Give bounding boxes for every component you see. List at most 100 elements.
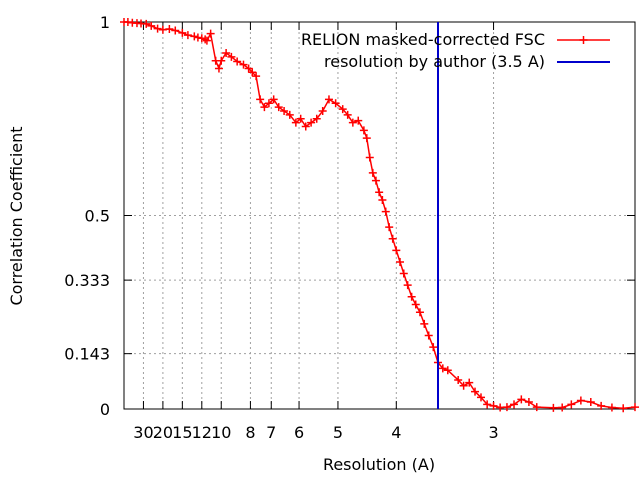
- series-layer: [120, 18, 639, 413]
- fsc-point: [375, 188, 384, 197]
- fsc-point: [338, 105, 347, 114]
- fsc-point: [158, 25, 167, 34]
- x-tick-label: 30: [133, 423, 153, 442]
- fsc-point: [285, 110, 294, 119]
- fsc-point: [524, 398, 533, 407]
- fsc-point: [459, 381, 468, 390]
- fsc-point: [256, 95, 265, 104]
- y-tick-label: 1: [100, 13, 110, 32]
- fsc-point: [496, 403, 505, 412]
- fsc-point: [631, 403, 639, 412]
- fsc-point: [365, 153, 374, 162]
- fsc-point: [296, 114, 305, 123]
- y-tick-label: 0.143: [64, 345, 110, 364]
- fsc-point: [371, 176, 380, 185]
- fsc-point: [307, 118, 316, 127]
- fsc-point: [517, 395, 526, 404]
- x-tick-label: 5: [333, 423, 343, 442]
- fsc-point: [510, 400, 519, 409]
- x-tick-label: 6: [294, 423, 304, 442]
- y-tick-label: 0.5: [85, 207, 110, 226]
- fsc-point: [201, 35, 210, 44]
- fsc-point: [165, 24, 174, 33]
- fsc-point: [388, 234, 397, 243]
- fsc-point: [147, 21, 156, 30]
- fsc-point: [532, 403, 541, 412]
- legend: RELION masked-corrected FSC resolution b…: [301, 30, 610, 71]
- fsc-point: [586, 398, 595, 407]
- y-axis-title: Correlation Coefficient: [7, 126, 26, 305]
- fsc-point: [274, 103, 283, 112]
- fsc-point: [429, 343, 438, 352]
- x-tick-label: 4: [391, 423, 401, 442]
- fsc-point: [312, 114, 321, 123]
- fsc-point: [142, 19, 151, 28]
- fsc-point: [190, 32, 199, 41]
- fsc-point: [343, 110, 352, 119]
- fsc-point: [454, 375, 463, 384]
- fsc-point: [489, 401, 498, 410]
- fsc-point: [239, 60, 248, 69]
- fsc-point: [362, 134, 371, 143]
- fsc-point: [502, 403, 511, 412]
- fsc-point: [227, 52, 236, 61]
- fsc-point: [269, 95, 278, 104]
- fsc-point: [206, 29, 215, 38]
- fsc-point: [291, 118, 300, 127]
- legend-label-fsc: RELION masked-corrected FSC: [301, 30, 545, 49]
- fsc-point: [318, 107, 327, 116]
- fsc-point: [378, 196, 387, 205]
- fsc-point: [252, 72, 261, 81]
- fsc-point: [222, 48, 231, 57]
- fsc-point: [381, 207, 390, 216]
- y-tick-label: 0: [100, 400, 110, 419]
- fsc-point: [597, 401, 606, 410]
- fsc-point: [214, 64, 223, 73]
- x-tick-label: 8: [245, 423, 255, 442]
- fsc-point: [399, 269, 408, 278]
- fsc-point: [153, 24, 162, 33]
- fsc-point: [607, 403, 616, 412]
- fsc-point: [385, 223, 394, 232]
- fsc-point: [183, 31, 192, 40]
- legend-label-author: resolution by author (3.5 A): [324, 52, 545, 71]
- fsc-point: [193, 33, 202, 42]
- fsc-point: [348, 118, 357, 127]
- fsc-point: [301, 122, 310, 131]
- fsc-point: [324, 95, 333, 104]
- fsc-point: [465, 378, 474, 387]
- fsc-point: [395, 257, 404, 266]
- fsc-point: [443, 366, 452, 375]
- legend-marker-fsc: [579, 36, 588, 44]
- fsc-point: [260, 103, 269, 112]
- fsc-point: [244, 64, 253, 73]
- fsc-point: [171, 26, 180, 35]
- x-axis-title: Resolution (A): [323, 455, 435, 474]
- fsc-point: [368, 168, 377, 177]
- fsc-point: [123, 18, 132, 26]
- fsc-point: [411, 300, 420, 309]
- fsc-point: [202, 36, 211, 45]
- grid-lines: [124, 22, 635, 409]
- fsc-point: [438, 364, 447, 373]
- x-tick-label: 20: [153, 423, 173, 442]
- fsc-point: [264, 99, 273, 108]
- fsc-point: [471, 387, 480, 396]
- fsc-point: [483, 400, 492, 409]
- fsc-point: [354, 116, 363, 125]
- fsc-point: [420, 319, 429, 328]
- fsc-markers: [120, 18, 639, 413]
- fsc-point: [331, 99, 340, 108]
- fsc-point: [407, 292, 416, 301]
- fsc-point: [476, 393, 485, 402]
- fsc-point: [233, 57, 242, 66]
- fsc-point: [567, 400, 576, 409]
- fsc-point: [359, 126, 368, 135]
- fsc-point: [619, 404, 628, 413]
- fsc-point: [248, 68, 257, 77]
- fsc-point: [280, 107, 289, 116]
- fsc-point: [392, 246, 401, 255]
- fsc-point: [217, 56, 226, 65]
- y-tick-label: 0.333: [64, 271, 110, 290]
